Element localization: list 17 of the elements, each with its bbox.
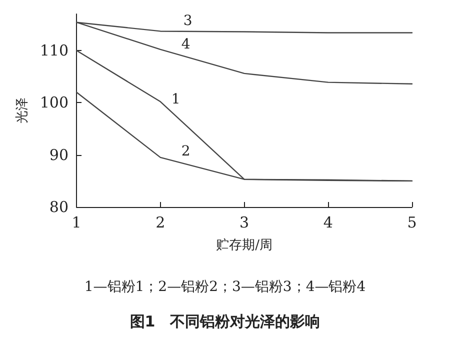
y-tick-label: 110	[40, 42, 69, 60]
text: 图1 不同铝粉对光泽的影响	[130, 312, 320, 330]
x-tick-label: 4	[323, 214, 333, 232]
y-tick-label: 80	[49, 198, 69, 216]
x-tick-label: 5	[407, 214, 417, 232]
series-label: 3	[183, 13, 192, 30]
y-tick-label: 90	[49, 146, 69, 164]
x-tick-label: 3	[239, 214, 250, 232]
series-label: 4	[181, 36, 190, 52]
text: 1—铝粉1；2—铝粉2；3—铝粉3；4—铝粉4	[84, 279, 366, 295]
series-label: 2	[181, 143, 190, 160]
x-tick-label: 1	[72, 214, 82, 232]
y-tick-label: 100	[40, 94, 69, 112]
x-axis-title: 贮存期/周	[216, 238, 272, 253]
series-label: 1	[171, 92, 180, 108]
y-axis-title: 光泽	[15, 98, 30, 124]
x-tick-label: 2	[156, 214, 166, 232]
